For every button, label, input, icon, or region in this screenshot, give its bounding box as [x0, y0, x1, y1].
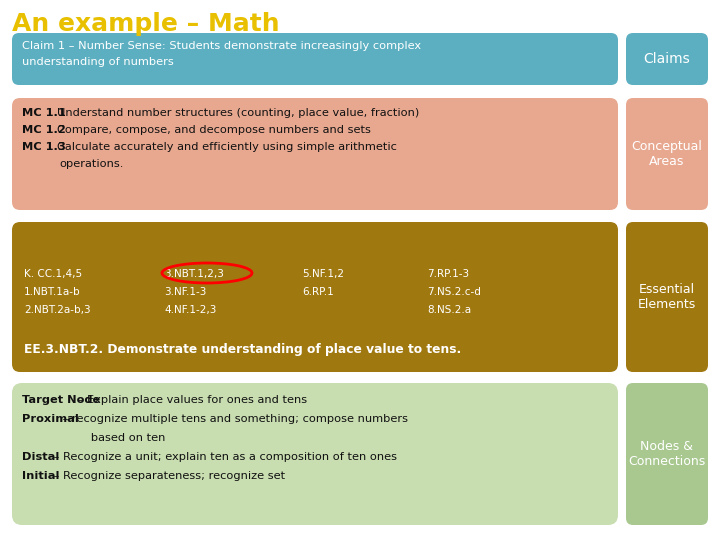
FancyBboxPatch shape	[12, 383, 618, 525]
Text: MC 1.3: MC 1.3	[22, 142, 70, 152]
Text: EE.3.NBT.2. Demonstrate understanding of place value to tens.: EE.3.NBT.2. Demonstrate understanding of…	[24, 343, 462, 356]
Text: 5.NF.1,2: 5.NF.1,2	[302, 269, 344, 279]
Text: Essential
Elements: Essential Elements	[638, 283, 696, 311]
FancyBboxPatch shape	[12, 33, 618, 85]
Text: MC 1.1: MC 1.1	[22, 108, 70, 118]
Text: based on ten: based on ten	[22, 433, 166, 443]
Text: understanding of numbers: understanding of numbers	[22, 57, 174, 67]
Text: 3.NF.1-3: 3.NF.1-3	[164, 287, 207, 297]
Text: – Explain place values for ones and tens: – Explain place values for ones and tens	[74, 395, 307, 405]
Text: 7.NS.2.c-d: 7.NS.2.c-d	[427, 287, 481, 297]
FancyBboxPatch shape	[12, 98, 618, 210]
FancyBboxPatch shape	[626, 98, 708, 210]
Text: Understand number structures (counting, place value, fraction): Understand number structures (counting, …	[57, 108, 419, 118]
FancyBboxPatch shape	[626, 383, 708, 525]
Text: Distal: Distal	[22, 452, 59, 462]
FancyBboxPatch shape	[626, 222, 708, 372]
Text: 8.NS.2.a: 8.NS.2.a	[427, 305, 471, 315]
Text: Calculate accurately and efficiently using simple arithmetic: Calculate accurately and efficiently usi…	[57, 142, 397, 152]
Text: Proximal: Proximal	[22, 414, 79, 424]
Text: K. CC.1,4,5: K. CC.1,4,5	[24, 269, 82, 279]
Text: Claim 1 – Number Sense: Students demonstrate increasingly complex: Claim 1 – Number Sense: Students demonst…	[22, 41, 421, 51]
Text: Initial: Initial	[22, 471, 60, 481]
Text: 4.NF.1-2,3: 4.NF.1-2,3	[164, 305, 217, 315]
Text: Claims: Claims	[644, 52, 690, 66]
Text: operations.: operations.	[59, 159, 123, 169]
Text: 1.NBT.1a-b: 1.NBT.1a-b	[24, 287, 81, 297]
Text: Conceptual
Areas: Conceptual Areas	[631, 140, 703, 168]
Text: 2.NBT.2a-b,3: 2.NBT.2a-b,3	[24, 305, 91, 315]
FancyBboxPatch shape	[12, 222, 618, 372]
Text: – recognize multiple tens and something; compose numbers: – recognize multiple tens and something;…	[59, 414, 408, 424]
Text: – Recognize a unit; explain ten as a composition of ten ones: – Recognize a unit; explain ten as a com…	[50, 452, 397, 462]
Text: Nodes &
Connections: Nodes & Connections	[629, 440, 706, 468]
FancyBboxPatch shape	[626, 33, 708, 85]
Text: MC 1.2: MC 1.2	[22, 125, 70, 135]
Text: 7.RP.1-3: 7.RP.1-3	[427, 269, 469, 279]
Text: An example – Math: An example – Math	[12, 12, 279, 36]
Text: Target Node: Target Node	[22, 395, 100, 405]
Text: 6.RP.1: 6.RP.1	[302, 287, 334, 297]
Text: Compare, compose, and decompose numbers and sets: Compare, compose, and decompose numbers …	[57, 125, 371, 135]
Text: 3.NBT.1,2,3: 3.NBT.1,2,3	[164, 269, 224, 279]
Text: – Recognize separateness; recognize set: – Recognize separateness; recognize set	[50, 471, 285, 481]
